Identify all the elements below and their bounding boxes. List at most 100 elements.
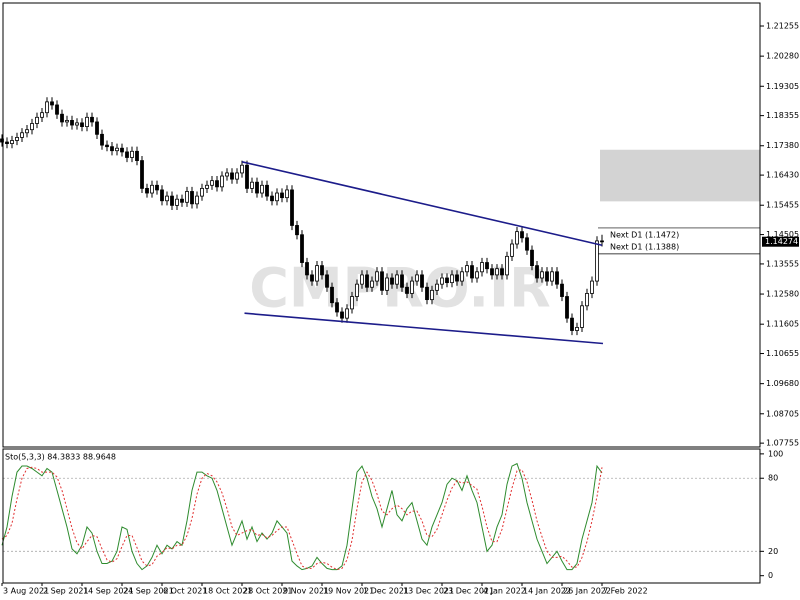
candle-body [595,240,599,282]
candle-body [470,265,474,279]
candle-body [100,133,104,146]
candle-body [360,274,364,285]
candle-body [340,311,344,319]
y-tick-label: 1.15455 [766,201,799,210]
y-tick-label: 1.07755 [766,439,799,448]
candle-body [525,237,529,251]
candle-body [460,271,464,282]
indicator-title: Sto(5,3,3) 84.3833 88.9648 [5,453,116,462]
candle-body [520,231,524,239]
candle-body [585,293,589,307]
x-tick-label: 4 Jan 2022 [483,587,526,596]
candle-body [440,277,444,285]
indicator-line [1,466,603,571]
candle-body [245,164,249,189]
candle-body [80,122,84,127]
candle-body [35,116,39,124]
candle-body [260,184,264,194]
x-tick-label: 13 Dec 2021 [403,587,454,596]
candle-body [275,192,279,202]
candle-body [345,308,349,319]
candle-body [355,283,359,297]
candle-body [540,271,544,279]
candle-body [125,151,129,158]
candle-body [435,283,439,291]
x-tick-label: 28 Oct 2021 [243,587,292,596]
x-tick-label: 9 Nov 2021 [283,587,329,596]
candle-body [475,271,479,279]
candle-body [130,150,134,158]
candle-body [420,274,424,288]
candle-body [590,280,594,294]
candle-body [400,274,404,288]
candle-body [230,172,234,180]
y-tick-label: 20 [768,547,778,556]
candle-body [30,123,34,131]
y-tick-label: 80 [768,474,778,483]
candle-body [415,274,419,282]
candle-body [335,302,339,313]
y-tick-label: 1.20280 [766,52,799,61]
candle-body [450,274,454,284]
candle-body [15,137,19,141]
indicator-frame [2,448,761,584]
watermark: CMPRO.IR [249,257,550,320]
candle-body [185,191,189,203]
candle-body [405,286,409,294]
candle-body [515,231,519,245]
candle-body [385,277,389,291]
candle-body [45,101,49,114]
candle-body [395,274,399,285]
y-tick-label: 1.11605 [766,320,799,329]
candle-body [165,195,169,202]
candle-body [530,249,534,267]
candle-body [180,198,184,203]
candle-body [465,265,469,273]
candle-body [550,271,554,282]
candle-body [505,255,509,276]
candle-body [60,113,64,123]
candle-body [205,184,209,189]
candle-body [490,268,494,276]
candle-body [580,305,584,328]
candle-body [555,271,559,285]
y-tick-label: 1.19305 [766,82,799,91]
y-tick-label: 1.21255 [766,22,799,31]
candle-body [145,187,149,194]
candle-body [545,271,549,282]
candle-body [55,104,59,115]
x-tick-label: 3 Aug 2021 [3,587,49,596]
candle-body [510,243,514,257]
candle-body [85,116,89,127]
candle-body [135,150,139,161]
candle-body [375,271,379,282]
x-tick-label: 23 Dec 2021 [443,587,494,596]
candle-body [280,192,284,199]
candle-body [240,164,244,174]
y-tick-label: 1.09680 [766,379,799,388]
candle-body [565,296,569,319]
candle-body [455,274,459,282]
candle-body [95,121,99,135]
candle-body [195,195,199,205]
y-tick-label: 0 [768,571,773,580]
candle-body [425,286,429,301]
candle-body [90,116,94,123]
candle-body [250,181,254,189]
candle-body [210,180,214,186]
candle-body [560,283,564,297]
candle-body [310,274,314,282]
candle-body [215,180,219,188]
candle-body [480,262,484,273]
candle-body [155,184,159,191]
x-tick-label: 1 Dec 2021 [363,587,409,596]
trendline [241,161,603,247]
candle-body [255,181,259,194]
candle-body [290,189,294,226]
y-tick-label: 1.17380 [766,141,799,150]
candle-body [380,271,384,291]
candle-body [70,120,74,126]
y-tick-label: 100 [768,449,783,458]
candle-body [445,277,449,284]
